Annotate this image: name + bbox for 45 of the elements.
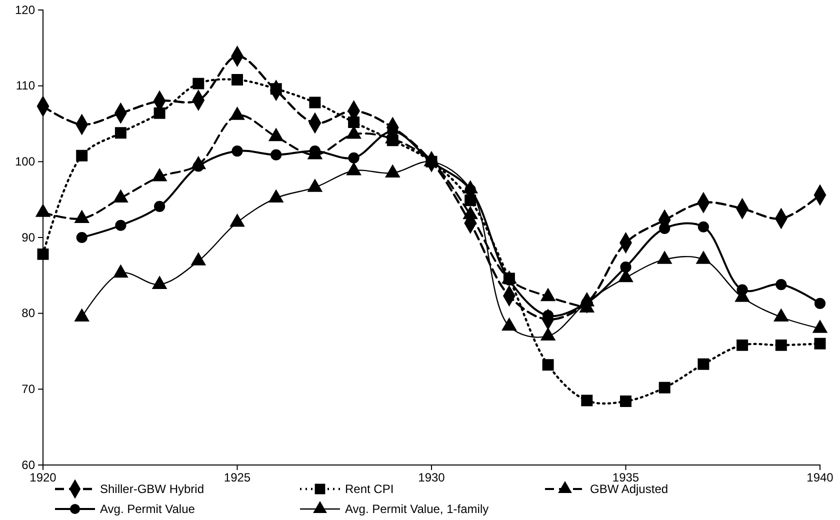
legend-label: Shiller-GBW Hybrid (100, 482, 204, 496)
x-tick-label: 1940 (806, 470, 834, 485)
legend-label: Rent CPI (345, 482, 394, 496)
point (698, 358, 710, 370)
y-tick-label: 90 (22, 230, 36, 244)
y-tick-label: 80 (22, 306, 36, 320)
y-tick-label: 100 (14, 154, 36, 169)
point (348, 152, 360, 164)
point (76, 150, 88, 162)
y-tick-label: 70 (22, 382, 36, 396)
y-tick-label: 110 (16, 78, 36, 93)
point (659, 222, 670, 234)
point (270, 149, 282, 160)
point (348, 116, 360, 128)
point (309, 96, 321, 108)
x-tick-label: 1935 (612, 470, 640, 485)
point (736, 339, 748, 351)
point (114, 127, 126, 139)
point (775, 339, 787, 351)
legend-label: Avg. Permit Value, 1-family (345, 502, 489, 516)
point (698, 221, 709, 232)
x-tick-label: 1920 (30, 470, 57, 485)
y-tick-label: 120 (14, 2, 36, 17)
point (154, 107, 166, 119)
point (232, 146, 243, 157)
point (814, 338, 826, 350)
point (154, 200, 166, 212)
point (620, 396, 632, 408)
point (76, 232, 88, 244)
x-tick-label: 1930 (418, 470, 446, 485)
point (115, 220, 126, 231)
point (581, 394, 593, 406)
point (464, 194, 476, 206)
point (192, 78, 204, 90)
x-tick-label: 1925 (224, 470, 251, 485)
point (776, 278, 787, 290)
point (232, 74, 243, 86)
point (37, 248, 49, 260)
point (658, 382, 670, 394)
legend-label: GBW Adjusted (590, 482, 668, 496)
point (620, 262, 632, 273)
legend-label: Avg. Permit Value (100, 502, 196, 516)
point (542, 359, 554, 371)
point (814, 298, 826, 310)
y-tick-label: 60 (22, 458, 36, 472)
